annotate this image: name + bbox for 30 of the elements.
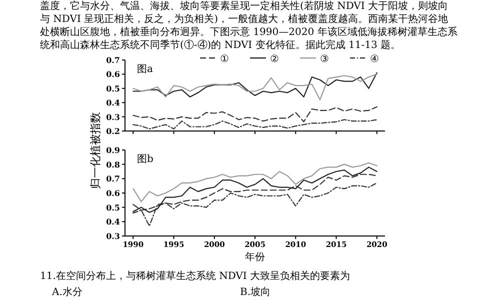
text: A.水分 — [51, 286, 82, 298]
y-tick-label: 0.7 — [106, 174, 120, 184]
y-tick-label: 0.6 — [106, 69, 120, 80]
text: 11.在空间分布上，与稀树灌草生态系统 NDVI 大致呈负相关的要素为 — [40, 270, 350, 282]
y-tick-label: 0.9 — [106, 145, 120, 155]
line-series — [132, 162, 378, 202]
text: B.坡向 — [240, 286, 271, 298]
text: 处横断山区腹地，植被垂向分布迥异。下图示意 1990—2020 年该区域低海拔稀树灌草生态系 — [40, 26, 458, 38]
y-tick-label: 0.2 — [106, 126, 120, 136]
y-tick-label: 0.5 — [106, 83, 120, 94]
legend-label: ① — [220, 54, 229, 65]
legend-label: ③ — [320, 54, 329, 65]
legend-label: ② — [270, 54, 279, 65]
text: 与 NDVI 呈现正相关，反之，为负相关)，一般值越大，植被覆盖度越高。西南某干热河谷地 — [40, 13, 448, 25]
legend-label: ④ — [370, 54, 379, 65]
y-tick-label: 0.8 — [106, 159, 120, 170]
chart-title: 图b — [137, 154, 154, 165]
y-axis-title: 归一化植被指数 — [89, 112, 102, 189]
chart-title: 图a — [137, 64, 153, 75]
text: 统和高山森林生态系统不同季节(①-④)的 NDVI 变化特征。据此完成 11-13 题。 — [40, 39, 400, 51]
y-tick-label: 0.7 — [106, 55, 120, 65]
y-tick-label: 0.4 — [106, 98, 120, 108]
text: 盖度，它与水分、气温、海拔、坡向等要素呈现一定相关性(若阴坡 NDVI 大于阳坡，则坡向 — [40, 0, 448, 12]
y-tick-label: 0.3 — [106, 231, 120, 241]
line-series — [132, 166, 378, 213]
y-tick-label: 0.4 — [106, 216, 120, 227]
x-axis-title: 年份 — [245, 251, 265, 263]
y-tick-label: 0.3 — [106, 112, 120, 122]
y-tick-label: 0.5 — [106, 202, 120, 212]
y-tick-label: 0.6 — [106, 188, 120, 198]
